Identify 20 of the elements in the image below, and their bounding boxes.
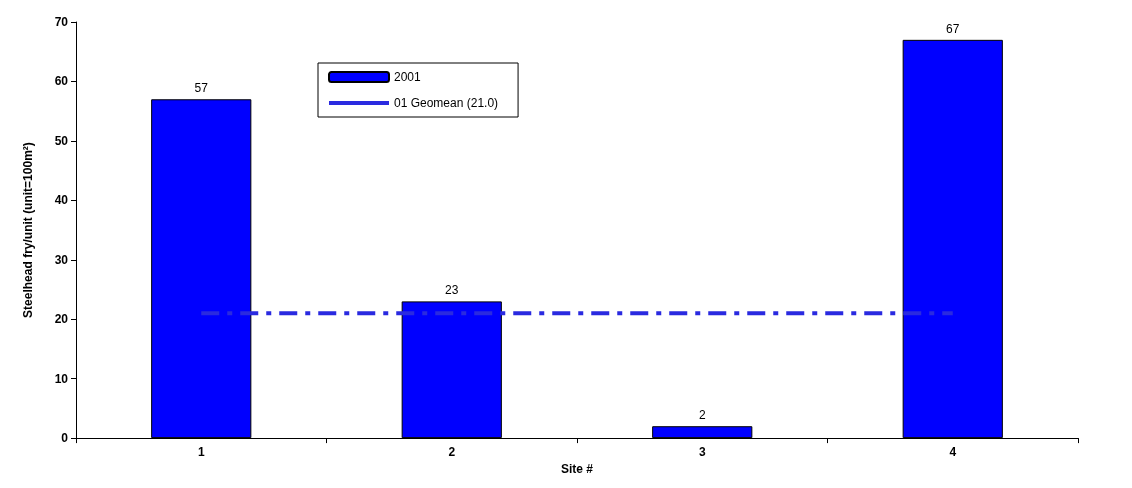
x-tick-label: 1 — [197, 445, 205, 460]
y-axis-title: Steelhead fry/unit (unit=100m²) — [21, 142, 35, 318]
y-tick-label: 20 — [54, 312, 69, 327]
data-label: 67 — [946, 21, 960, 36]
y-tick-label: 60 — [54, 74, 69, 89]
data-label: 2 — [698, 408, 706, 423]
y-tick-label: 40 — [54, 193, 69, 208]
legend-label: 01 Geomean (21.0) — [394, 96, 499, 110]
x-tick-label: 2 — [448, 445, 456, 460]
y-tick-label: 70 — [54, 15, 69, 29]
data-label: 23 — [445, 283, 459, 298]
y-tick-label: 10 — [54, 371, 69, 386]
x-axis-title: Site # — [560, 462, 594, 476]
x-tick-label: 3 — [698, 445, 706, 460]
y-tick-label: 30 — [54, 252, 69, 267]
x-tick-label: 4 — [949, 445, 957, 460]
legend-label: 2001 — [394, 70, 422, 84]
y-tick-label: 0 — [61, 431, 69, 446]
y-tick-label: 50 — [54, 133, 69, 148]
data-label: 57 — [194, 81, 209, 96]
